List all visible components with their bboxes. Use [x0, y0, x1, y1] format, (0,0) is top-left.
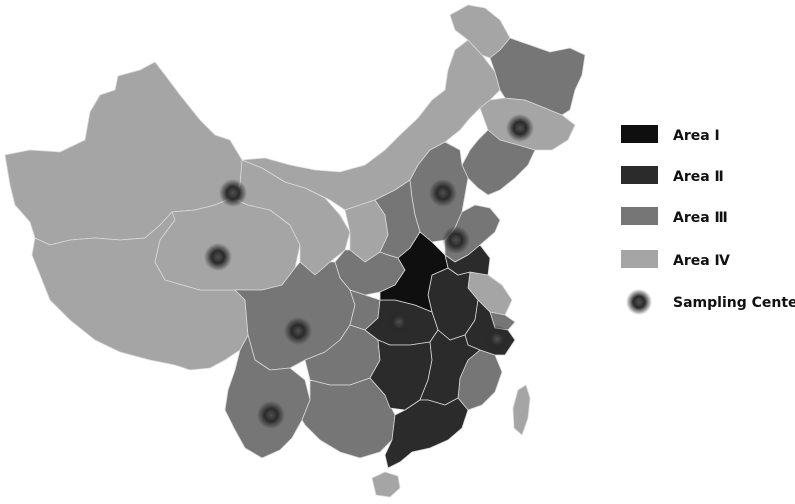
region-heilongjiang — [489, 37, 586, 116]
legend-label-area-4: Area Ⅳ — [673, 253, 731, 269]
region-henan — [379, 231, 449, 313]
sampling-center-marker — [429, 179, 457, 207]
legend-label-sampling-center: Sampling Center — [673, 295, 795, 311]
region-jiangxi — [419, 329, 481, 406]
legend: Area Ⅰ Area Ⅱ Area Ⅲ Area Ⅳ Sampling Cen… — [621, 125, 795, 315]
legend-label-area-1: Area Ⅰ — [673, 128, 720, 144]
legend-swatch-area-4 — [621, 250, 658, 268]
sampling-center-marker — [257, 401, 285, 429]
legend-swatch-area-2 — [621, 166, 658, 184]
sampling-center-marker — [385, 308, 413, 336]
legend-label-area-2: Area Ⅱ — [673, 169, 724, 185]
region-taiwan — [512, 384, 531, 436]
sampling-center-marker — [219, 179, 247, 207]
legend-sampling-center-marker — [626, 289, 652, 315]
sampling-center-marker — [284, 317, 312, 345]
legend-swatch-area-1 — [621, 125, 658, 143]
sampling-center-marker — [204, 243, 232, 271]
legend-swatch-area-3 — [621, 207, 658, 225]
sampling-center-marker — [483, 325, 511, 353]
sampling-center-marker — [506, 114, 534, 142]
region-liaoning — [461, 129, 536, 196]
region-hainan — [371, 471, 401, 498]
region-jiangsu-north — [444, 244, 491, 276]
sampling-centers — [204, 114, 534, 429]
region-yunnan — [224, 334, 311, 459]
sampling-center-marker — [442, 226, 470, 254]
legend-label-area-3: Area Ⅲ — [673, 210, 728, 226]
region-guangdong — [384, 397, 469, 469]
